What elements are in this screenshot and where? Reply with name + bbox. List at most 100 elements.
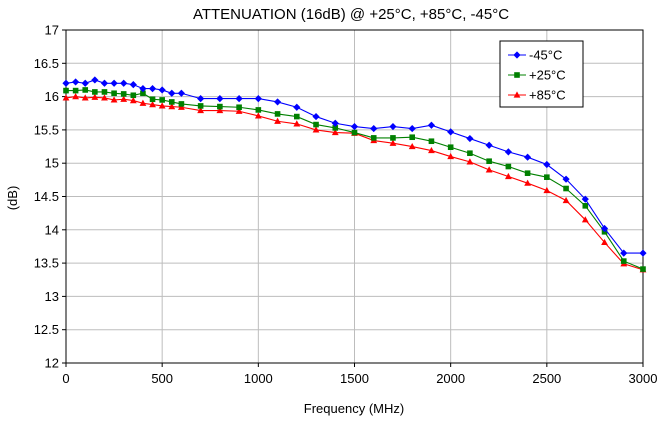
data-point	[428, 138, 435, 145]
data-point	[62, 94, 70, 101]
data-point	[408, 142, 416, 150]
data-point	[389, 122, 397, 131]
legend-entry: +25°C	[508, 68, 566, 83]
data-point	[129, 96, 137, 104]
data-point	[562, 196, 570, 204]
y-tick-label: 16.5	[34, 56, 59, 71]
series-layer	[62, 76, 647, 273]
legend-marker	[513, 51, 521, 59]
data-point	[524, 179, 531, 186]
data-point	[235, 107, 243, 114]
legend-label: +85°C	[529, 88, 566, 103]
data-point	[81, 94, 89, 101]
data-point	[139, 85, 147, 93]
data-point	[408, 124, 416, 133]
y-tick-label: 13	[45, 289, 59, 304]
data-point	[81, 79, 89, 87]
data-point	[466, 134, 474, 143]
data-point	[485, 166, 493, 173]
data-point	[62, 79, 70, 87]
data-point	[485, 141, 493, 149]
data-point	[293, 103, 301, 111]
data-point	[544, 174, 550, 180]
data-point	[467, 150, 473, 157]
data-point	[148, 85, 157, 93]
data-point	[120, 95, 128, 102]
data-point	[504, 172, 512, 180]
data-point	[159, 97, 165, 103]
data-point	[72, 87, 79, 94]
data-point	[505, 163, 512, 170]
data-point	[524, 170, 531, 176]
data-point	[504, 148, 512, 156]
series-45c	[62, 76, 647, 257]
data-point	[110, 79, 118, 87]
data-point	[216, 94, 224, 103]
y-tick-label: 17	[45, 23, 59, 38]
data-point	[601, 238, 608, 246]
data-point	[110, 96, 118, 103]
y-tick-label: 13.5	[34, 256, 59, 271]
data-point	[562, 175, 570, 183]
data-point	[312, 112, 320, 121]
data-point	[178, 103, 185, 110]
data-point	[581, 195, 589, 203]
y-tick-label: 14.5	[34, 189, 59, 204]
data-point	[168, 89, 176, 97]
legend-entry: +85°C	[508, 88, 566, 103]
data-point	[294, 113, 300, 120]
y-tick-label: 15	[45, 156, 59, 171]
data-point	[620, 258, 627, 264]
data-point	[111, 90, 117, 97]
axis-ticks: 12 12.5 13 13.5 14 14.5 15 15.5 16 16.5 17 0 500 1000…	[34, 23, 658, 387]
data-point	[236, 104, 242, 111]
x-tick-label: 3000	[629, 371, 658, 386]
legend-entry: -45°C	[508, 48, 562, 63]
data-point	[370, 124, 378, 133]
data-point	[158, 102, 166, 109]
data-point	[158, 86, 166, 94]
data-point	[178, 101, 185, 107]
data-point	[350, 122, 359, 131]
data-point	[168, 99, 175, 105]
data-point	[312, 126, 320, 133]
data-point	[216, 106, 224, 114]
x-tick-label: 2500	[532, 371, 561, 386]
data-point	[331, 119, 339, 127]
data-point	[254, 112, 262, 119]
x-axis-title: Frequency (MHz)	[304, 401, 404, 416]
data-point	[427, 121, 436, 129]
data-point	[620, 249, 628, 257]
data-point	[447, 152, 455, 160]
y-tick-label: 14	[45, 222, 59, 237]
data-point	[582, 203, 589, 209]
data-point	[274, 117, 281, 124]
data-point	[524, 153, 532, 161]
data-point	[101, 89, 108, 95]
data-point	[217, 103, 223, 110]
data-point	[92, 89, 98, 95]
data-point	[390, 135, 396, 141]
x-tick-label: 1500	[340, 371, 369, 386]
y-axis-title: (dB)	[5, 186, 20, 211]
data-point	[235, 94, 243, 103]
data-point	[543, 186, 551, 194]
x-tick-label: 2000	[436, 371, 465, 386]
data-point	[466, 158, 474, 165]
data-point	[486, 158, 492, 165]
data-point	[168, 102, 176, 110]
data-point	[197, 103, 204, 109]
data-point	[639, 249, 647, 257]
data-point	[101, 94, 108, 101]
y-tick-label: 15.5	[34, 122, 59, 137]
data-point	[313, 121, 319, 128]
data-point	[129, 81, 137, 89]
data-point	[120, 79, 128, 87]
legend-label: +25°C	[529, 68, 566, 83]
data-point	[331, 128, 339, 136]
data-point	[177, 89, 185, 97]
y-tick-label: 12.5	[34, 322, 59, 337]
chart-title: ATTENUATION (16dB) @ +25°C, +85°C, -45°C	[193, 6, 509, 23]
data-point	[82, 87, 89, 93]
